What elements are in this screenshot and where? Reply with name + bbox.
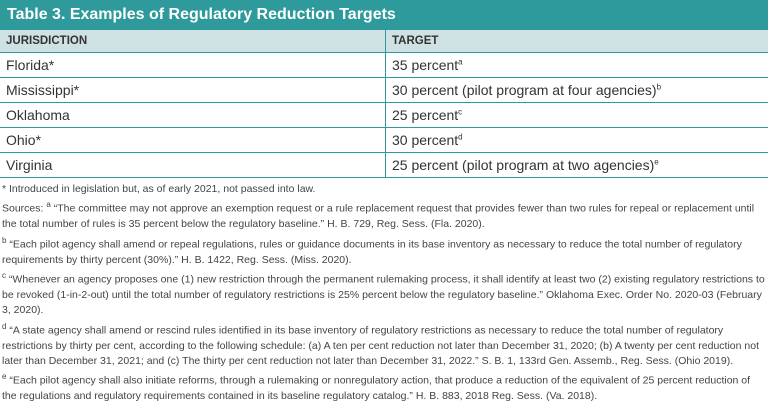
footnote-marker: e (654, 157, 659, 167)
footnote: e “Each pilot agency shall also initiate… (2, 369, 766, 404)
table-row: Ohio* 30 percentd (0, 127, 768, 153)
footnote-text: “The committee may not approve an exempt… (2, 202, 755, 231)
target: 35 percent (392, 57, 459, 73)
cell: Mississippi* (0, 77, 386, 103)
footnote-text: “Each pilot agency shall amend or repeal… (2, 238, 742, 266)
footnote: b “Each pilot agency shall amend or repe… (2, 233, 766, 268)
table-body: Florida* 35 percenta Mississippi* 30 percen… (0, 52, 768, 178)
cell: Florida* (0, 52, 386, 78)
jurisdiction: Oklahoma (6, 107, 70, 123)
footnote-marker: d (458, 132, 463, 142)
jurisdiction: Mississippi* (6, 82, 80, 98)
cell: 30 percent (pilot program at four agenci… (385, 77, 768, 103)
footnote-marker: c (458, 107, 463, 117)
header-cell: JURISDICTION (0, 30, 386, 53)
table: JURISDICTION TARGET Florida* 35 percenta M… (0, 30, 768, 178)
target: 25 percent (pilot program at two agencie… (392, 157, 655, 173)
footnote-marker: a (46, 200, 51, 210)
table-title: Table 3. Examples of Regulatory Reductio… (0, 0, 768, 30)
cell: 25 percent (pilot program at two agencie… (385, 152, 768, 178)
footnote-text: “Whenever an agency proposes one (1) new… (2, 273, 765, 317)
table-row: Florida* 35 percenta (0, 52, 768, 78)
footnote-marker: a (458, 57, 463, 67)
footnote: c “Whenever an agency proposes one (1) n… (2, 268, 766, 319)
footnote: Sources: a “The committee may not approv… (2, 197, 766, 232)
table-row: Oklahoma 25 percentc (0, 102, 768, 128)
sources-label: Sources: (2, 202, 44, 215)
cell: Virginia (0, 152, 386, 178)
footnote-marker: b (2, 235, 7, 245)
header-cell: TARGET (385, 30, 768, 53)
table-row: Mississippi* 30 percent (pilot program at… (0, 77, 768, 103)
jurisdiction: Florida* (6, 57, 55, 73)
footnote-marker: d (2, 321, 7, 331)
footnotes: * Introduced in legislation but, as of e… (0, 178, 768, 405)
jurisdiction: Virginia (6, 157, 53, 173)
cell: 35 percenta (385, 52, 768, 78)
footnote: d “A state agency shall amend or rescind… (2, 319, 766, 370)
footnote-text: “Each pilot agency shall also initiate r… (2, 374, 751, 403)
footnote-marker: e (2, 372, 7, 382)
table-row: Virginia 25 percent (pilot program at two… (0, 152, 768, 178)
footnote: * Introduced in legislation but, as of e… (2, 183, 316, 195)
cell: 30 percentd (385, 127, 768, 153)
target: 30 percent (pilot program at four agenci… (392, 82, 657, 98)
cell: 25 percentc (385, 102, 768, 128)
footnote-marker: c (2, 271, 6, 281)
target: 30 percent (392, 132, 459, 148)
target: 25 percent (392, 107, 459, 123)
cell: Oklahoma (0, 102, 386, 128)
cell: Ohio* (0, 127, 386, 153)
footnote-text: “A state agency shall amend or rescind r… (2, 324, 760, 368)
jurisdiction: Ohio* (6, 132, 42, 148)
header-row: JURISDICTION TARGET (0, 30, 768, 53)
footnote-marker: b (656, 82, 662, 92)
